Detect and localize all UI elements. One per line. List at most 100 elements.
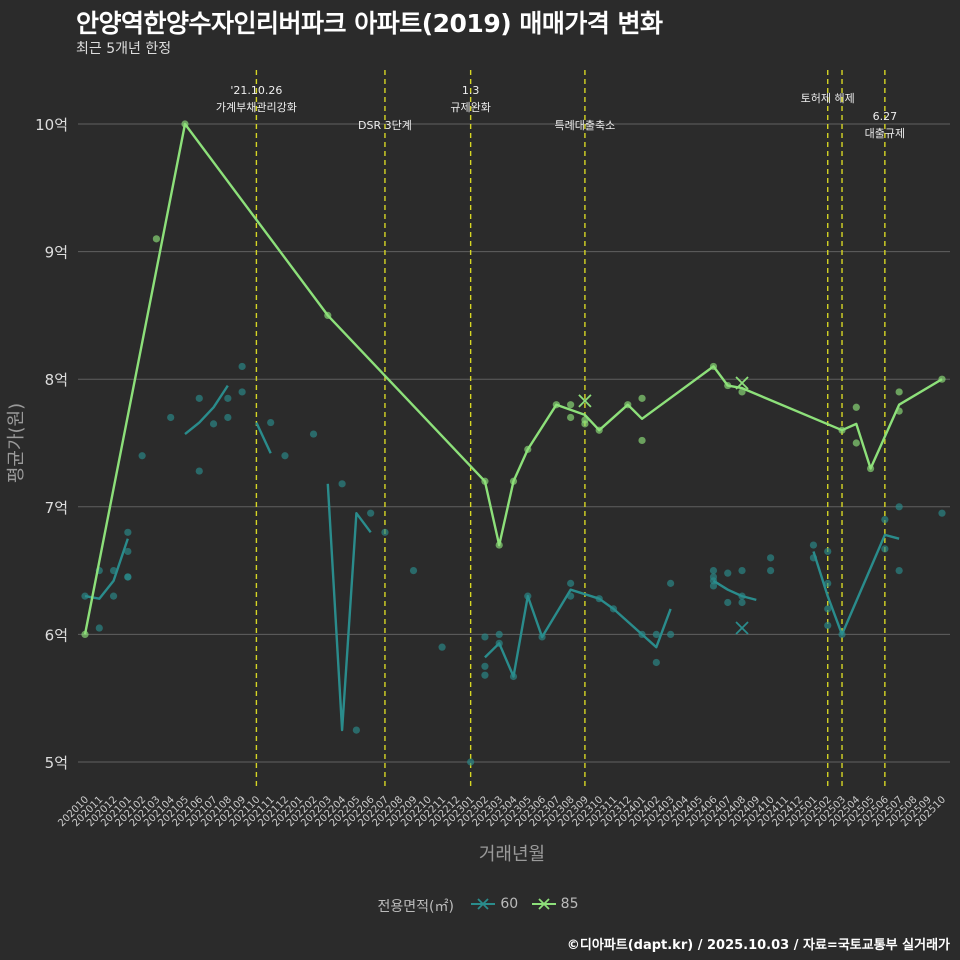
- series-60-point: [595, 595, 603, 603]
- legend-key-85: [531, 898, 556, 910]
- chart-subtitle: 최근 5개년 한정: [76, 41, 172, 57]
- series-60-point: [195, 394, 203, 402]
- series-60-point: [652, 658, 660, 667]
- y-tick-label: 9억: [45, 244, 68, 262]
- series-60-point: [481, 671, 489, 679]
- series-60-point: [824, 621, 832, 630]
- series-60-line: [484, 588, 672, 678]
- source-caption: ©디아파트(dapt.kr) / 2025.10.03 / 자료=국토교통부 실…: [566, 938, 950, 953]
- series-85-x-marker: [735, 376, 749, 390]
- y-tick-label: 8억: [45, 371, 68, 389]
- series-60-point: [109, 567, 118, 575]
- series-60-point: [809, 554, 818, 562]
- series-60-line: [326, 483, 372, 732]
- series-60-point: [95, 624, 103, 632]
- y-tick-label: 10억: [35, 116, 68, 134]
- series-60-point: [338, 480, 346, 488]
- series-60-point: [809, 541, 818, 549]
- series-60-point: [509, 672, 518, 681]
- series-85-point: [595, 426, 603, 434]
- series-60-point: [724, 598, 732, 607]
- series-85-point: [866, 464, 875, 473]
- policy-label: '21.10.26: [230, 84, 282, 97]
- series-60-point: [738, 567, 746, 575]
- series-85-point: [495, 541, 503, 549]
- grid-lines: [78, 123, 950, 763]
- series-60-point: [738, 598, 746, 607]
- series-60-point: [709, 577, 718, 585]
- series-85-point: [638, 394, 646, 402]
- series-60-x-marker: [735, 621, 749, 635]
- series-85-point: [567, 401, 575, 409]
- series-60-point: [267, 418, 275, 427]
- legend-label-60: 60: [500, 896, 519, 912]
- series-60-point: [652, 630, 660, 639]
- series-85-point: [895, 407, 903, 415]
- policy-label: 대출규제: [865, 127, 905, 140]
- series-60-point: [238, 388, 246, 396]
- series-60-point: [381, 528, 389, 536]
- series-60-point: [495, 630, 503, 639]
- series-85-point: [324, 311, 332, 319]
- series-85-point: [852, 439, 860, 447]
- series-60-line: [84, 538, 129, 600]
- y-axis-title: 평균가(원): [6, 403, 27, 483]
- policy-label: 가계부채관리강화: [216, 101, 297, 114]
- series-60-line: [712, 579, 757, 602]
- series-60-point: [167, 413, 175, 422]
- series-85-point: [852, 403, 860, 411]
- series-60-point: [567, 592, 575, 600]
- series-60-point: [281, 452, 289, 460]
- series-85-point: [895, 388, 903, 396]
- chart-title: 안양역한양수자인리버파크 아파트(2019) 매매가격 변화: [76, 9, 663, 38]
- series-85-point: [567, 413, 575, 422]
- series-85-point: [581, 416, 589, 424]
- series-60-point: [481, 662, 489, 670]
- legend: 전용면적(㎡) 60 85: [0, 896, 960, 916]
- series-60-point: [409, 567, 418, 575]
- series-85-point: [552, 401, 560, 409]
- series-85-point: [81, 630, 89, 639]
- series-60-point: [895, 567, 903, 575]
- series-60-point: [709, 567, 718, 575]
- y-tick-label: 7억: [45, 499, 68, 517]
- series-60-point: [195, 467, 203, 475]
- series-60-point: [609, 605, 618, 613]
- policy-label: DSR 3단계: [358, 119, 412, 132]
- legend-item-85: 85: [531, 896, 579, 912]
- series-60-point: [538, 633, 546, 641]
- series-60-point: [838, 630, 846, 639]
- series-60-point: [824, 547, 832, 556]
- series-60-line: [255, 422, 272, 454]
- series-85-point: [152, 235, 161, 243]
- series-60-point: [881, 545, 889, 553]
- series-60-point: [767, 567, 775, 575]
- series-60-line: [184, 384, 229, 436]
- y-tick-label: 5억: [45, 754, 68, 772]
- series-60-point: [138, 452, 146, 460]
- series-60-point: [895, 503, 903, 511]
- series-60-point: [481, 633, 489, 641]
- series-60-point: [567, 579, 575, 587]
- series-85-point: [724, 381, 732, 390]
- series-60-point: [352, 726, 360, 734]
- series-60-point: [309, 430, 318, 438]
- series-60-point: [438, 643, 446, 651]
- series-60-point: [124, 547, 132, 556]
- policy-label: 토허제 해제: [801, 91, 855, 105]
- series-layer: [81, 120, 946, 766]
- series-60-point: [767, 554, 775, 562]
- series-60-point: [824, 579, 832, 587]
- series-60-point: [367, 509, 375, 517]
- series-85-point: [181, 120, 189, 128]
- series-60-point: [224, 413, 232, 422]
- policy-label: 규제완화: [450, 101, 490, 114]
- series-60-point: [667, 579, 675, 587]
- series-60-point: [938, 509, 946, 517]
- series-60-point: [709, 582, 718, 590]
- series-60-point: [524, 592, 532, 600]
- series-85-point: [624, 401, 632, 409]
- series-60-point: [495, 639, 503, 647]
